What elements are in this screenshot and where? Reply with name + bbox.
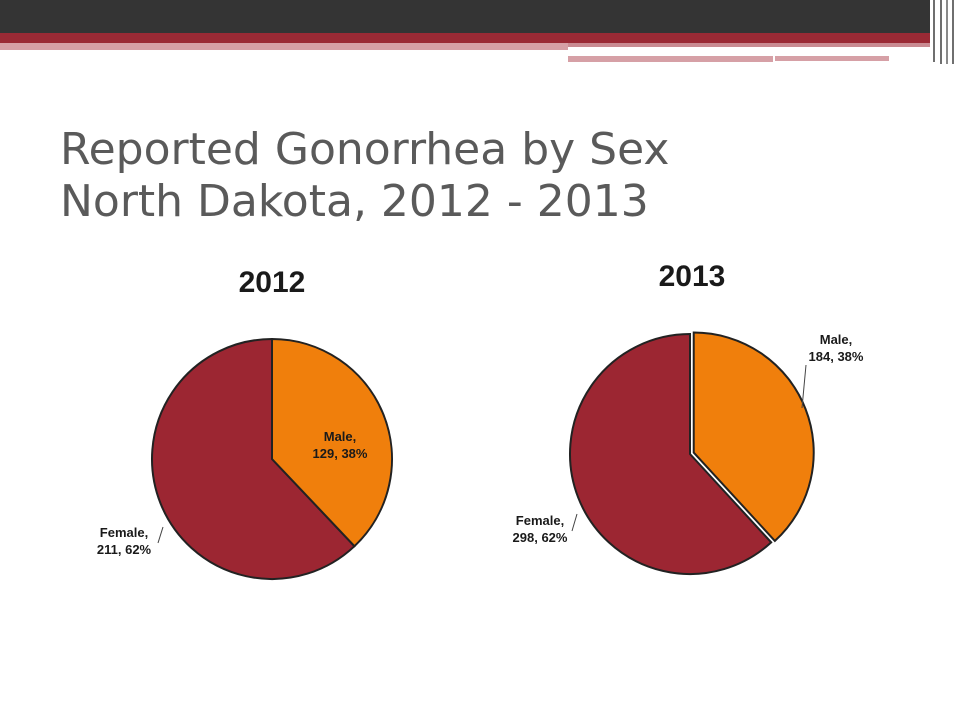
data-label-male-name: Male, xyxy=(820,332,853,347)
slide-title-line-2: North Dakota, 2012 - 2013 xyxy=(60,176,649,227)
header-corner xyxy=(930,0,960,65)
header-strip-left xyxy=(568,56,773,62)
header-vline xyxy=(946,0,948,64)
data-label-female-value: 211, 62% xyxy=(97,542,152,557)
data-label-female-value: 298, 62% xyxy=(513,530,568,545)
header-white-line xyxy=(568,50,888,52)
header-bar-pink-thin xyxy=(568,43,930,47)
pie-slice-male xyxy=(692,331,815,543)
header-vline xyxy=(933,0,935,62)
data-label-male-value: 184, 38% xyxy=(809,349,864,364)
data-label-female-name: Female, xyxy=(100,525,148,540)
label-leader-line xyxy=(157,526,164,544)
label-leader-line xyxy=(801,364,807,409)
pie-chart-2012: 2012 Male, 129, 38% Female, 211, 62% xyxy=(97,266,393,580)
label-leader-line xyxy=(571,513,578,532)
header-bar-dark xyxy=(0,0,960,33)
slide-title-line-1: Reported Gonorrhea by Sex xyxy=(60,124,670,175)
header-vline xyxy=(940,0,942,64)
pie-slice-male xyxy=(271,337,393,548)
data-label-male-value: 129, 38% xyxy=(313,446,368,461)
pie-slice-female xyxy=(151,337,356,580)
header-vline xyxy=(952,0,954,64)
data-label-female-name: Female, xyxy=(516,513,564,528)
pie-slice-female xyxy=(569,332,773,575)
header-strip-right xyxy=(775,56,889,61)
header-bar-red xyxy=(0,33,930,43)
chart-title-2013: 2013 xyxy=(659,260,726,293)
header-bar-pink xyxy=(0,43,568,50)
slide-title: Reported Gonorrhea by Sex North Dakota, … xyxy=(60,124,920,228)
data-label-male-name: Male, xyxy=(324,429,357,444)
chart-title-2012: 2012 xyxy=(239,266,306,299)
pie-chart-2013: 2013 Male, 184, 38% Female, 298, 62% xyxy=(513,260,864,575)
